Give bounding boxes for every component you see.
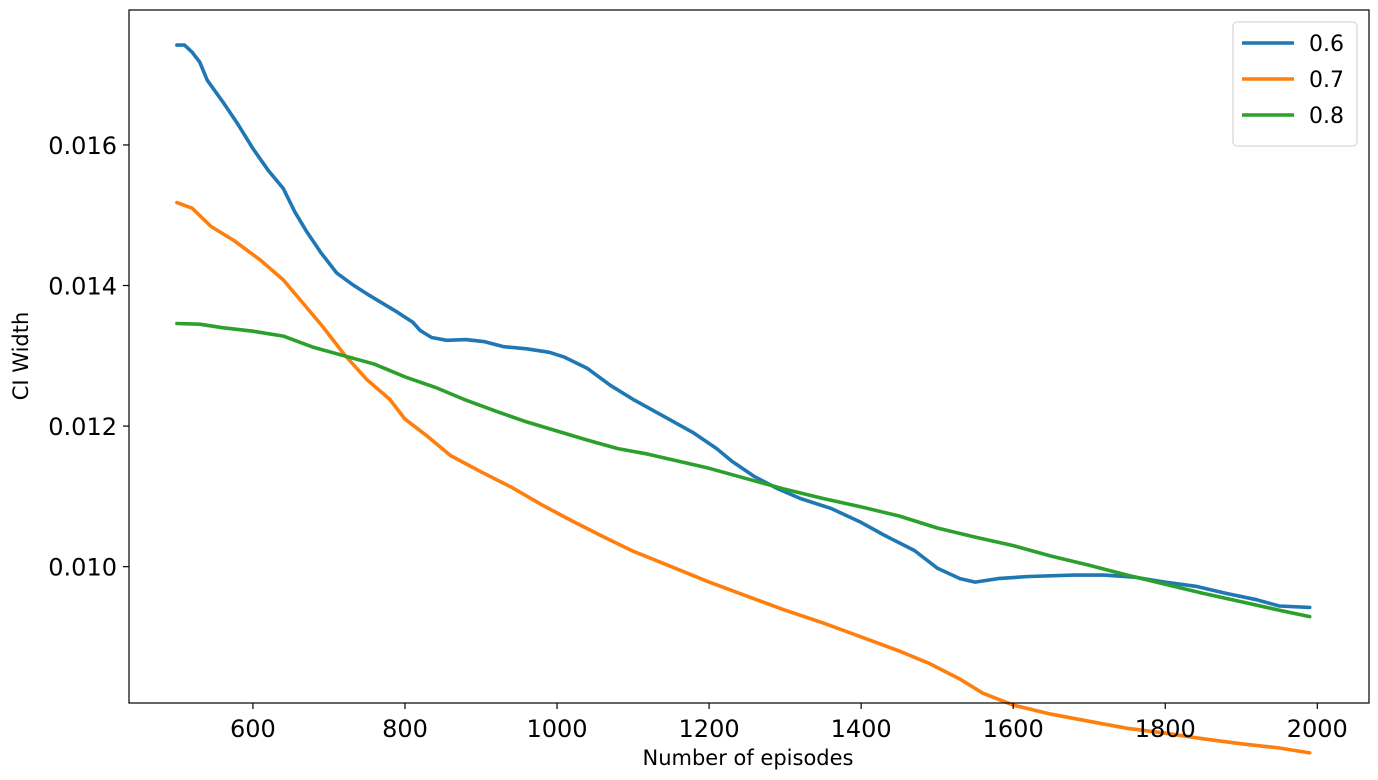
y-tick-label: 0.014 xyxy=(48,273,117,301)
series-layer xyxy=(175,43,1312,755)
legend-label-2: 0.8 xyxy=(1309,104,1344,129)
x-tick-label: 600 xyxy=(230,715,276,743)
series-line-2 xyxy=(175,321,1312,619)
y-axis-ticks: 0.010 0.012 0.014 0.016 xyxy=(48,132,129,582)
x-tick-label: 1000 xyxy=(526,715,587,743)
x-tick-label: 1200 xyxy=(679,715,740,743)
y-tick-label: 0.010 xyxy=(48,554,117,582)
plot-frame xyxy=(128,9,1370,704)
series-line-1 xyxy=(175,200,1312,755)
x-tick-label: 1800 xyxy=(1135,715,1196,743)
series-line-0 xyxy=(175,43,1312,610)
x-tick-label: 800 xyxy=(382,715,428,743)
legend: 0.6 0.7 0.8 xyxy=(1232,21,1358,147)
legend-label-0: 0.6 xyxy=(1309,32,1344,57)
x-tick-label: 2000 xyxy=(1287,715,1348,743)
x-axis-label: Number of episodes xyxy=(642,746,853,770)
y-axis-label: CI Width xyxy=(9,312,33,401)
y-tick-label: 0.012 xyxy=(48,413,117,441)
legend-label-1: 0.7 xyxy=(1309,68,1344,93)
x-axis-ticks: 600 800 1000 1200 1400 1600 1800 2000 xyxy=(230,703,1348,743)
y-tick-label: 0.016 xyxy=(48,132,117,160)
x-tick-label: 1400 xyxy=(831,715,892,743)
x-tick-label: 1600 xyxy=(983,715,1044,743)
